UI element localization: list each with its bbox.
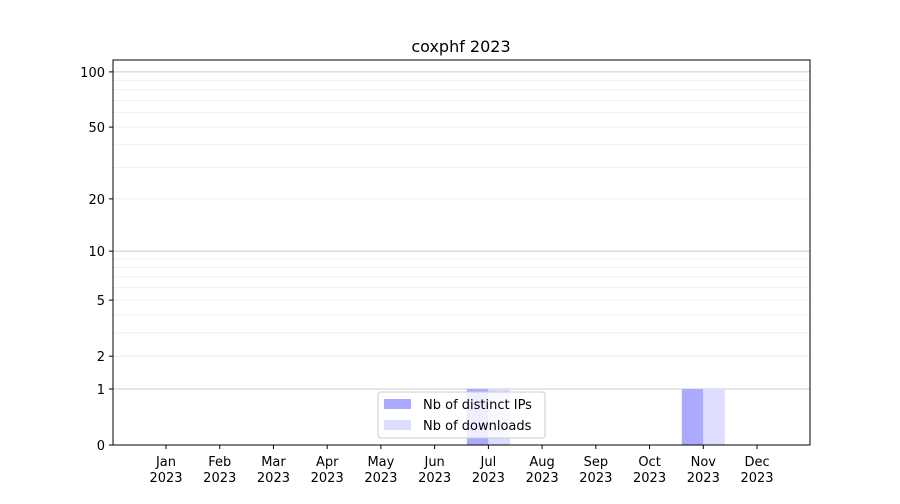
- y-tick-label: 5: [97, 294, 105, 309]
- bar-downloads: [703, 388, 725, 445]
- y-tick-label: 20: [88, 193, 105, 208]
- x-tick-label: Mar 2023: [257, 455, 290, 486]
- y-tick-label: 10: [88, 245, 105, 260]
- y-tick-label: 2: [97, 350, 105, 365]
- legend-label: Nb of distinct IPs: [423, 398, 532, 413]
- x-tick-label: Jun 2023: [418, 455, 451, 486]
- bar-distinct-ips: [681, 388, 704, 445]
- y-tick-label: 50: [88, 121, 105, 136]
- chart-title: coxphf 2023: [411, 37, 510, 56]
- legend-swatch: [384, 420, 411, 430]
- x-tick-label: Apr 2023: [311, 455, 344, 486]
- x-tick-label: Aug 2023: [526, 455, 559, 486]
- y-tick-label: 0: [97, 439, 105, 454]
- plot-frame: [112, 59, 811, 446]
- legend-box: [377, 391, 546, 439]
- x-tick-label: Nov 2023: [687, 455, 720, 486]
- x-tick-label: Feb 2023: [203, 455, 236, 486]
- x-tick-label: Dec 2023: [740, 455, 773, 486]
- y-tick-label: 1: [97, 383, 105, 398]
- x-tick-label: Oct 2023: [633, 455, 666, 486]
- x-tick-label: Sep 2023: [579, 455, 612, 486]
- y-tick-label: 100: [80, 66, 105, 81]
- legend: Nb of distinct IPs Nb of downloads: [377, 391, 546, 439]
- x-tick-label: May 2023: [364, 455, 397, 486]
- x-tick-label: Jul 2023: [472, 455, 505, 486]
- x-tick-label: Jan 2023: [149, 455, 182, 486]
- legend-swatch: [384, 399, 411, 409]
- legend-label: Nb of downloads: [423, 419, 532, 434]
